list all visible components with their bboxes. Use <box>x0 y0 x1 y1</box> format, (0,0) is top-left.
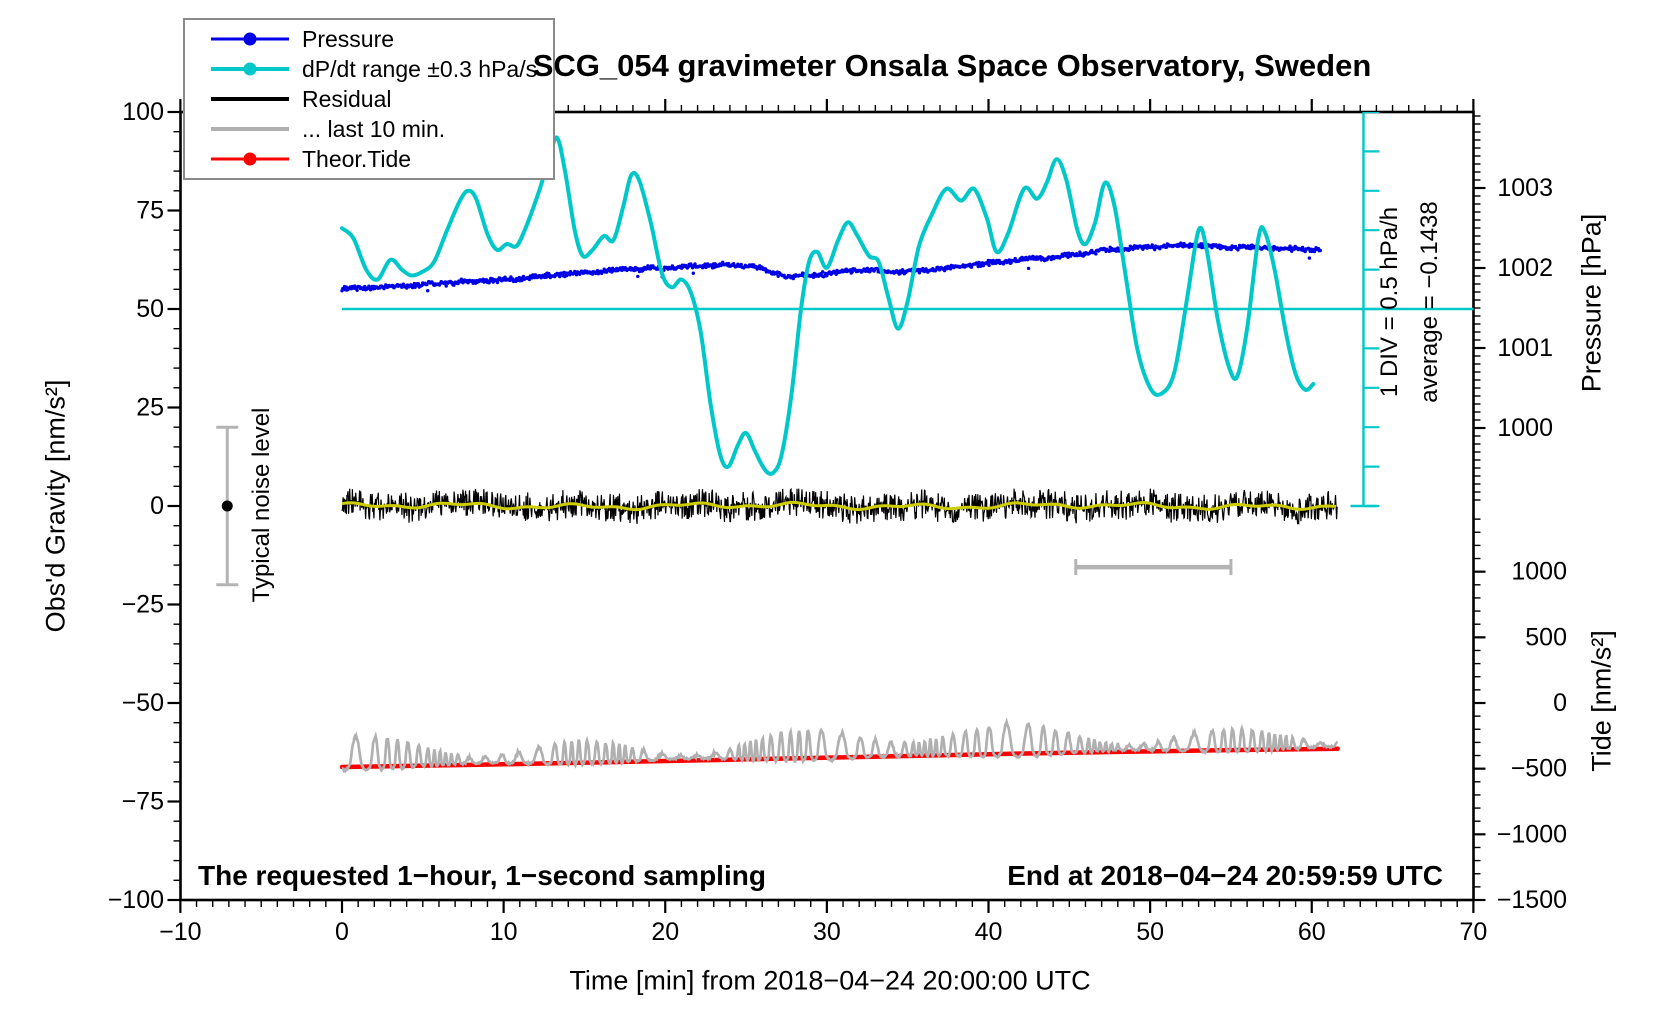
legend-label: Pressure <box>302 25 395 52</box>
pressure-tick-label: 1003 <box>1497 174 1553 202</box>
noise-level-label: Typical noise level <box>248 407 275 603</box>
legend-item-2: Residual <box>211 85 553 112</box>
gravity-tick-label: 75 <box>136 197 164 225</box>
legend-label: Theor.Tide <box>302 145 412 172</box>
legend-swatch <box>211 122 289 137</box>
gravity-tick-label: 25 <box>136 394 164 422</box>
dpdt-scale-bar <box>1350 112 1380 508</box>
axis-label-gravity: Obs'd Gravity [nm/s²] <box>40 379 71 633</box>
x-tick-label: 20 <box>651 918 679 946</box>
legend-label: Residual <box>302 85 392 112</box>
note-end-time: End at 2018−04−24 20:59:59 UTC <box>1007 860 1443 891</box>
pressure-tick-label: 1001 <box>1497 334 1553 362</box>
tide-tick-label: −1000 <box>1497 820 1567 848</box>
x-tick-label: 50 <box>1136 918 1164 946</box>
scale-div-label: 1 DIV = 0.5 hPa/h <box>1376 206 1403 398</box>
x-tick-label: −10 <box>159 918 201 946</box>
legend-label: ... last 10 min. <box>302 115 446 142</box>
x-tick-label: 10 <box>490 918 518 946</box>
page-title: SCG_054 gravimeter Onsala Space Observat… <box>532 48 1372 83</box>
series-pressure <box>340 241 1323 293</box>
gravity-tick-label: 100 <box>122 98 164 126</box>
tide-tick-label: 500 <box>1525 623 1567 651</box>
legend-item-0: Pressure <box>211 25 553 52</box>
tick-labels: −10 0 10 20 30 40 50 60 70−100−75−50−25025507510… <box>108 98 1567 946</box>
legend-item-1: dP/dt range ±0.3 hPa/s <box>211 55 553 82</box>
legend-swatch <box>211 32 289 47</box>
gravity-tick-label: 50 <box>136 295 164 323</box>
x-tick-label: 70 <box>1459 918 1487 946</box>
pressure-tick-label: 1000 <box>1497 414 1553 442</box>
tide-tick-label: −1500 <box>1497 886 1567 914</box>
gravity-tick-label: −75 <box>122 788 164 816</box>
x-tick-label: 0 <box>335 918 349 946</box>
x-tick-label: 30 <box>813 918 841 946</box>
x-tick-label: 40 <box>975 918 1003 946</box>
legend-item-4: Theor.Tide <box>211 145 553 172</box>
series-residual-smoothed <box>341 500 1337 512</box>
legend-swatch <box>211 62 289 77</box>
gravity-tick-label: −100 <box>108 886 164 914</box>
legend-label: dP/dt range ±0.3 hPa/s <box>302 55 538 82</box>
legend: Pressure dP/dt range ±0.3 hPa/s Residual..… <box>183 18 555 180</box>
last10-marker-bar <box>1074 559 1233 576</box>
tide-tick-label: 1000 <box>1511 558 1567 586</box>
tide-tick-label: −500 <box>1511 755 1567 783</box>
legend-item-3: ... last 10 min. <box>211 115 553 142</box>
axis-label-tide: Tide [nm/s²] <box>1586 630 1617 772</box>
typical-noise-errorbar <box>216 425 239 587</box>
x-tick-label: 60 <box>1298 918 1326 946</box>
scale-average-label: average = −0.1438 <box>1416 201 1443 403</box>
axis-label-x: Time [min] from 2018−04−24 20:00:00 UTC <box>569 965 1091 996</box>
axis-label-pressure: Pressure [hPa] <box>1576 213 1607 393</box>
series-layer <box>216 112 1474 774</box>
legend-swatch <box>211 92 289 107</box>
gravity-tick-label: −50 <box>122 689 164 717</box>
note-sampling: The requested 1−hour, 1−second sampling <box>198 860 766 891</box>
tide-tick-label: 0 <box>1553 689 1567 717</box>
pressure-tick-label: 1002 <box>1497 254 1553 282</box>
noise-center-dot <box>221 500 233 512</box>
gravity-tick-label: −25 <box>122 591 164 619</box>
series-dpdt <box>340 135 1316 476</box>
series-last10-trace <box>341 717 1339 774</box>
legend-swatch <box>211 152 289 167</box>
gravity-tick-label: 0 <box>150 492 164 520</box>
